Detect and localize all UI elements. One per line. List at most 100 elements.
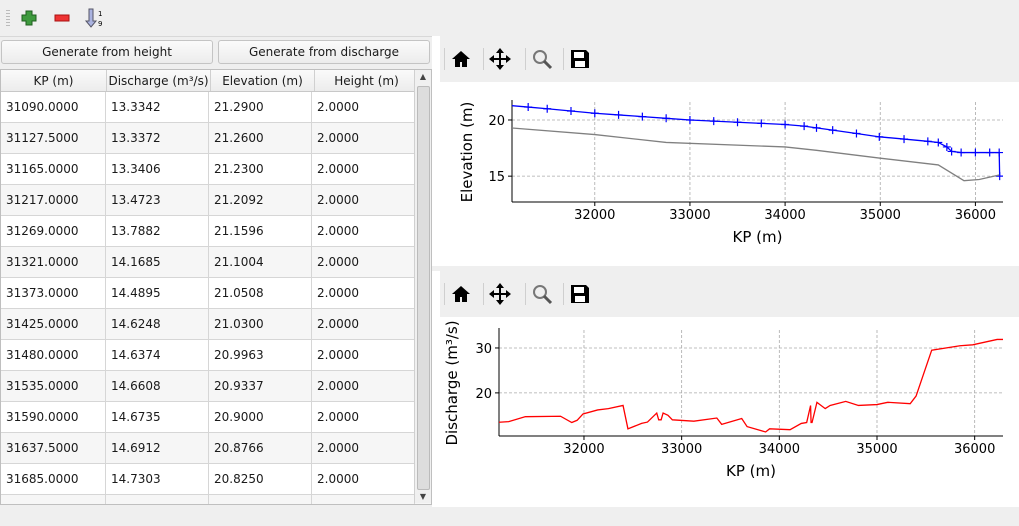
remove-row-icon[interactable] — [51, 7, 73, 29]
table-cell[interactable]: 31637.5000 — [1, 433, 106, 463]
table-cell[interactable]: 20.9337 — [209, 371, 312, 401]
table-cell[interactable]: 21.2092 — [209, 185, 312, 215]
plot-splitter[interactable] — [432, 266, 1019, 271]
table-row[interactable]: 31127.5000 13.3372 21.2600 2.0000 — [1, 123, 431, 154]
column-header-kp[interactable]: KP (m) — [1, 70, 107, 91]
table-cell[interactable]: 2.0000 — [312, 185, 415, 215]
table-row[interactable]: 31165.0000 13.3406 21.2300 2.0000 — [1, 154, 431, 185]
scrollbar-thumb[interactable] — [417, 86, 430, 490]
table-cell[interactable]: 21.0508 — [209, 278, 312, 308]
x-axis-label: KP (m) — [733, 228, 783, 246]
table-cell[interactable]: 31732.5000 — [1, 495, 106, 504]
table-cell[interactable]: 13.3372 — [106, 123, 209, 153]
table-cell[interactable]: 13.3406 — [106, 154, 209, 184]
table-cell[interactable]: 20.8766 — [209, 433, 312, 463]
x-tick-label: 32000 — [563, 442, 604, 457]
column-header-elevation[interactable]: Elevation (m) — [211, 70, 315, 91]
home-icon[interactable] — [448, 281, 474, 307]
table-cell[interactable]: 31090.0000 — [1, 92, 106, 122]
table-cell[interactable]: 31165.0000 — [1, 154, 106, 184]
table-cell[interactable]: 2.0000 — [312, 216, 415, 246]
series-line — [512, 105, 1001, 177]
table-cell[interactable]: 2.0000 — [312, 92, 415, 122]
table-row[interactable]: 31535.0000 14.6608 20.9337 2.0000 — [1, 371, 431, 402]
column-header-discharge[interactable]: Discharge (m³/s) — [107, 70, 211, 91]
table-cell[interactable]: 2.0000 — [312, 495, 415, 504]
table-row[interactable]: 31217.0000 13.4723 21.2092 2.0000 — [1, 185, 431, 216]
table-row[interactable]: 31269.0000 13.7882 21.1596 2.0000 — [1, 216, 431, 247]
table-cell[interactable]: 2.0000 — [312, 340, 415, 370]
table-row[interactable]: 31590.0000 14.6735 20.9000 2.0000 — [1, 402, 431, 433]
table-cell[interactable]: 2.0000 — [312, 154, 415, 184]
table-cell[interactable]: 31217.0000 — [1, 185, 106, 215]
table-cell[interactable]: 31590.0000 — [1, 402, 106, 432]
table-cell[interactable]: 20.9963 — [209, 340, 312, 370]
table-cell[interactable]: 31480.0000 — [1, 340, 106, 370]
table-cell[interactable]: 31535.0000 — [1, 371, 106, 401]
table-cell[interactable]: 2.0000 — [312, 371, 415, 401]
table-cell[interactable]: 21.0300 — [209, 309, 312, 339]
table-row[interactable]: 31425.0000 14.6248 21.0300 2.0000 — [1, 309, 431, 340]
generate-from-discharge-button[interactable]: Generate from discharge — [218, 40, 430, 64]
table-cell[interactable]: 20.8250 — [209, 464, 312, 494]
table-cell[interactable]: 31321.0000 — [1, 247, 106, 277]
table-cell[interactable]: 13.4723 — [106, 185, 209, 215]
table-row[interactable]: 31685.0000 14.7303 20.8250 2.0000 — [1, 464, 431, 495]
table-cell[interactable]: 2.0000 — [312, 247, 415, 277]
table-cell[interactable]: 14.4895 — [106, 278, 209, 308]
table-cell[interactable]: 21.1596 — [209, 216, 312, 246]
table-cell[interactable]: 21.1004 — [209, 247, 312, 277]
table-cell[interactable]: 31685.0000 — [1, 464, 106, 494]
table-row[interactable]: 31480.0000 14.6374 20.9963 2.0000 — [1, 340, 431, 371]
table-cell[interactable]: 31425.0000 — [1, 309, 106, 339]
save-icon[interactable] — [567, 46, 593, 72]
table-row[interactable]: 31373.0000 14.4895 21.0508 2.0000 — [1, 278, 431, 309]
table-cell[interactable]: 31269.0000 — [1, 216, 106, 246]
y-axis-label: Discharge (m³/s) — [443, 320, 461, 445]
table-cell[interactable]: 2.0000 — [312, 278, 415, 308]
home-icon[interactable] — [448, 46, 474, 72]
zoom-icon[interactable] — [529, 281, 555, 307]
column-header-height[interactable]: Height (m) — [315, 70, 419, 91]
table-cell[interactable]: 14.1685 — [106, 247, 209, 277]
table-cell[interactable]: 2.0000 — [312, 402, 415, 432]
table-cell[interactable]: 14.7695 — [106, 495, 209, 504]
pan-icon[interactable] — [487, 281, 513, 307]
pan-icon[interactable] — [487, 46, 513, 72]
table-cell[interactable]: 21.2600 — [209, 123, 312, 153]
generate-from-height-button[interactable]: Generate from height — [1, 40, 213, 64]
table-cell[interactable]: 13.3342 — [106, 92, 209, 122]
data-point-marker — [942, 142, 951, 151]
table-cell[interactable]: 31127.5000 — [1, 123, 106, 153]
table-cell[interactable]: 14.6608 — [106, 371, 209, 401]
table-scrollbar[interactable]: ▲ ▼ — [414, 70, 431, 503]
table-cell[interactable]: 14.6248 — [106, 309, 209, 339]
table-cell[interactable]: 2.0000 — [312, 464, 415, 494]
x-tick-label: 36000 — [955, 208, 996, 223]
table-cell[interactable]: 31373.0000 — [1, 278, 106, 308]
y-axis-label: Elevation (m) — [458, 102, 476, 203]
table-cell[interactable]: 2.0000 — [312, 309, 415, 339]
scroll-down-arrow-icon[interactable]: ▼ — [419, 492, 427, 501]
table-cell[interactable]: 14.6374 — [106, 340, 209, 370]
save-icon[interactable] — [567, 281, 593, 307]
table-cell[interactable]: 20.7734 — [209, 495, 312, 504]
zoom-icon[interactable] — [529, 46, 555, 72]
add-row-icon[interactable] — [18, 7, 40, 29]
table-cell[interactable]: 14.6735 — [106, 402, 209, 432]
table-cell[interactable]: 21.2900 — [209, 92, 312, 122]
table-cell[interactable]: 2.0000 — [312, 433, 415, 463]
table-row[interactable]: 31637.5000 14.6912 20.8766 2.0000 — [1, 433, 431, 464]
table-row[interactable]: 31321.0000 14.1685 21.1004 2.0000 — [1, 247, 431, 278]
toolbar-grip[interactable] — [6, 10, 10, 28]
table-row[interactable]: 31090.0000 13.3342 21.2900 2.0000 — [1, 92, 431, 123]
table-cell[interactable]: 14.7303 — [106, 464, 209, 494]
table-cell[interactable]: 14.6912 — [106, 433, 209, 463]
table-cell[interactable]: 2.0000 — [312, 123, 415, 153]
table-cell[interactable]: 20.9000 — [209, 402, 312, 432]
table-cell[interactable]: 13.7882 — [106, 216, 209, 246]
scroll-up-arrow-icon[interactable]: ▲ — [419, 72, 427, 81]
table-cell[interactable]: 21.2300 — [209, 154, 312, 184]
